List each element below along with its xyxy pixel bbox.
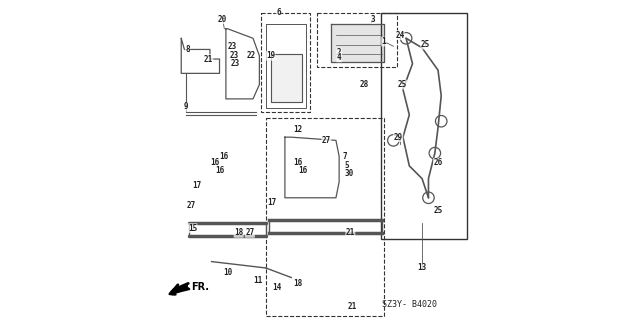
Text: 23: 23 xyxy=(231,59,240,68)
Text: 11: 11 xyxy=(253,276,262,285)
Text: 24: 24 xyxy=(395,31,404,40)
Text: 21: 21 xyxy=(348,302,356,311)
Text: 18: 18 xyxy=(293,279,302,288)
Text: 16: 16 xyxy=(215,166,224,175)
Text: 23: 23 xyxy=(229,51,239,60)
Text: 6: 6 xyxy=(276,8,281,17)
Text: 7: 7 xyxy=(342,152,347,161)
Text: 13: 13 xyxy=(417,263,427,272)
Text: 1: 1 xyxy=(381,37,386,46)
Text: 16: 16 xyxy=(293,158,302,167)
Text: 3: 3 xyxy=(371,15,375,24)
Text: 16: 16 xyxy=(210,158,220,167)
Text: 15: 15 xyxy=(188,224,197,233)
Text: 30: 30 xyxy=(344,169,353,178)
Text: 21: 21 xyxy=(204,55,213,63)
Text: 28: 28 xyxy=(360,80,369,89)
Text: 27: 27 xyxy=(245,228,255,237)
Text: 5: 5 xyxy=(345,161,349,170)
Text: 17: 17 xyxy=(193,181,202,189)
Text: 10: 10 xyxy=(223,268,232,277)
Text: 23: 23 xyxy=(228,42,237,51)
Text: 20: 20 xyxy=(218,15,227,24)
Text: 27: 27 xyxy=(186,201,195,210)
Text: FR.: FR. xyxy=(191,282,209,292)
Text: 25: 25 xyxy=(433,206,443,215)
Text: 26: 26 xyxy=(433,158,443,167)
Text: 4: 4 xyxy=(337,53,342,62)
Text: 17: 17 xyxy=(268,198,276,207)
Text: 18: 18 xyxy=(234,228,243,237)
Text: 27: 27 xyxy=(322,136,331,145)
Text: 29: 29 xyxy=(394,133,403,142)
Text: 25: 25 xyxy=(397,80,406,89)
Text: 16: 16 xyxy=(220,152,229,161)
Text: 21: 21 xyxy=(346,228,355,237)
Text: 19: 19 xyxy=(266,51,275,60)
Text: 22: 22 xyxy=(247,51,256,60)
Text: 16: 16 xyxy=(298,166,307,175)
Text: 14: 14 xyxy=(272,283,282,292)
Text: 12: 12 xyxy=(293,125,302,134)
Text: 9: 9 xyxy=(184,102,188,111)
Text: 25: 25 xyxy=(420,40,430,49)
Text: SZ3Y- B4020: SZ3Y- B4020 xyxy=(382,300,437,309)
Text: 2: 2 xyxy=(337,48,342,57)
Text: 8: 8 xyxy=(186,45,190,54)
